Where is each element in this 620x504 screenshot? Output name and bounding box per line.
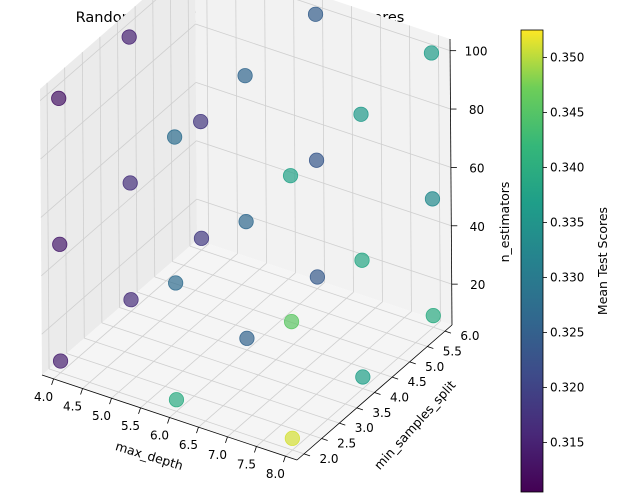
colorbar-tick-label: 0.315 [550,436,584,450]
x-tick-label: 4.0 [34,390,53,404]
scatter-point [193,230,210,246]
x-tick-label: 7.0 [208,448,227,462]
y-axis-label: min_samples_split [371,377,459,472]
colorbar-tick-label: 0.320 [550,381,584,395]
z-tick-label: 80 [469,103,484,117]
x-tick-label: 8.0 [266,467,285,481]
scatter-point [238,213,254,230]
scatter-point [167,129,183,145]
y-tick-label: 3.0 [355,421,374,435]
scatter-point [193,113,209,130]
scatter-point [123,292,139,308]
scatter-point [168,275,184,291]
scatter-point [51,90,67,107]
x-tick-label: 5.5 [121,419,140,433]
x-tick-label: 6.0 [150,429,169,443]
scatter-point [355,369,371,385]
colorbar-ticks: 0.315 0.320 0.325 0.330 0.335 0.340 0.345 0.350 [543,51,584,450]
x-tick-label: 4.5 [63,400,82,414]
scatter-point [309,269,325,285]
scatter-point [283,313,300,330]
colorbar-label: Mean Test Scores [595,207,610,315]
z-tick-label: 60 [469,161,484,175]
colorbar [520,29,544,493]
y-tick-label: 6.0 [460,329,479,343]
z-tick-label: 40 [470,220,485,234]
x-tick-label: 6.5 [179,438,198,452]
scatter-point [168,392,185,408]
colorbar-tick-label: 0.345 [550,106,584,120]
scatter-point [122,175,138,191]
y-tick-label: 4.5 [408,375,427,389]
scatter-point [353,106,369,122]
scatter-point [423,45,440,61]
z-tick-label: 100 [465,45,488,59]
scatter-point [425,307,441,324]
scatter-point [282,168,299,184]
x-axis-label: max_depth [114,438,185,473]
scatter-point [284,430,300,446]
scatter-point [354,252,370,268]
colorbar-tick-label: 0.350 [550,51,584,65]
grid-lines [39,0,452,457]
z-tick-label: 20 [470,278,485,292]
scatter-point [237,68,253,84]
y-tick-label: 5.5 [443,344,462,358]
y-tick-label: 3.5 [372,406,391,420]
y-tick-label: 2.5 [337,437,356,451]
scatter-point [52,236,68,252]
y-tick-label: 4.0 [390,391,409,405]
x-tick-label: 5.0 [92,409,111,423]
scatter-point [308,152,325,168]
y-tick-label: 5.0 [425,360,444,374]
colorbar-tick-label: 0.330 [550,271,584,285]
z-axis-label: n_estimators [497,182,512,263]
colorbar-tick-label: 0.325 [550,326,584,340]
scatter-point [121,29,137,45]
scatter-point [239,330,255,346]
scatter-point [307,6,324,22]
colorbar-tick-label: 0.340 [550,161,584,175]
colorbar-tick-label: 0.335 [550,216,584,230]
y-tick-label: 2.0 [319,452,338,466]
scatter-point [424,191,441,207]
x-tick-label: 7.5 [237,457,256,471]
tick-labels: 4.04.55.05.56.06.57.07.58.02.02.53.03.54… [34,45,487,481]
scatter-points [51,6,441,446]
scatter-point [52,353,69,369]
